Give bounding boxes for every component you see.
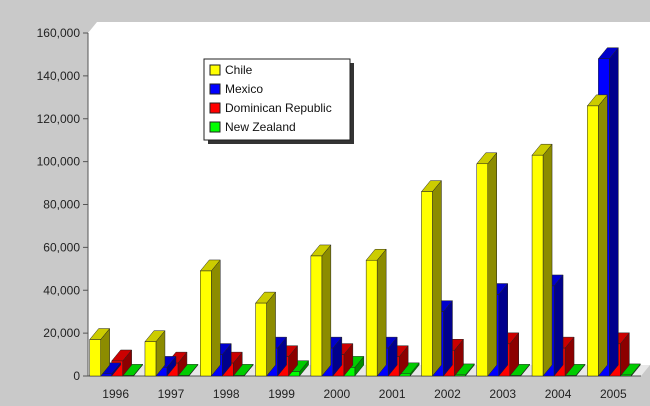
legend-item: New Zealand — [209, 120, 296, 134]
x-tick-label: 1996 — [102, 387, 129, 401]
y-tick-label: 40,000 — [43, 283, 80, 297]
x-tick-label: 1997 — [158, 387, 185, 401]
bar-new-zealand-1997 — [177, 363, 199, 377]
x-tick-label: 2004 — [545, 387, 572, 401]
y-tick-label: 20,000 — [43, 326, 80, 340]
bar-new-zealand-2002 — [453, 363, 475, 377]
bars — [89, 47, 641, 377]
x-tick-label: 1999 — [268, 387, 295, 401]
legend-item: Dominican Republic — [209, 101, 332, 115]
x-tick-label: 2003 — [489, 387, 516, 401]
bar-chile-1998 — [199, 259, 221, 377]
bar-chile-1999 — [255, 291, 277, 377]
bar-chile-2005 — [586, 94, 608, 377]
y-tick-label: 80,000 — [43, 198, 80, 212]
x-tick-label: 2005 — [600, 387, 627, 401]
bar-new-zealand-2003 — [509, 363, 531, 377]
x-tick-label: 1998 — [213, 387, 240, 401]
bar-chile-1996 — [89, 327, 111, 377]
legend-label: Chile — [225, 63, 253, 77]
legend-swatch — [209, 64, 221, 76]
x-tick-label: 2000 — [323, 387, 350, 401]
x-axis-ticks: 1996 1997 1998 1999 2000 2001 2002 2003 2004 2005 — [102, 387, 627, 401]
x-tick-label: 2001 — [379, 387, 406, 401]
legend: Chile Mexico Dominican Republic New Zealand — [203, 58, 354, 144]
legend-box — [203, 58, 351, 141]
legend-swatch — [209, 102, 221, 114]
bar-new-zealand-1998 — [232, 363, 254, 377]
y-axis-ticks: 0 20,000 40,000 60,000 80,000 100,000 120,000 1… — [37, 26, 88, 383]
bar-chile-1997 — [144, 329, 166, 377]
bar-chile-2004 — [531, 143, 553, 377]
legend-label: New Zealand — [225, 120, 296, 134]
bar-new-zealand-2005 — [619, 363, 641, 377]
legend-label: Dominican Republic — [225, 101, 332, 115]
y-tick-label: 120,000 — [37, 112, 81, 126]
y-tick-label: 0 — [73, 369, 80, 383]
legend-item: Mexico — [209, 82, 263, 96]
y-tick-label: 140,000 — [37, 69, 81, 83]
bar-new-zealand-1996 — [122, 363, 144, 377]
bar-chile-2003 — [476, 152, 498, 377]
y-tick-label: 60,000 — [43, 240, 80, 254]
bar-mexico-1996 — [100, 362, 122, 377]
y-tick-label: 100,000 — [37, 155, 81, 169]
x-tick-label: 2002 — [434, 387, 461, 401]
bar-chile-2001 — [365, 248, 387, 377]
legend-item: Chile — [209, 63, 253, 77]
legend-label: Mexico — [225, 82, 263, 96]
legend-swatch — [209, 83, 221, 95]
y-tick-label: 160,000 — [37, 26, 81, 40]
bar-chile-2000 — [310, 244, 332, 377]
bar-chile-2002 — [420, 179, 442, 377]
legend-swatch — [209, 121, 221, 133]
